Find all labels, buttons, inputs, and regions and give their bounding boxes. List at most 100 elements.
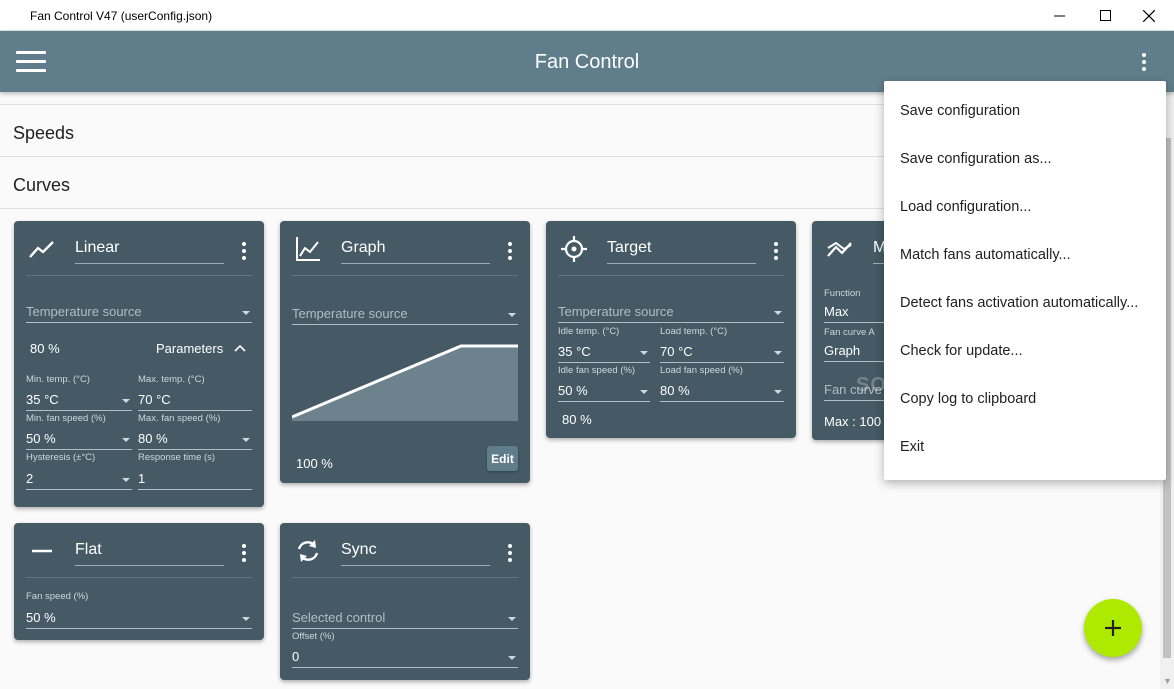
fan-curve-a-field[interactable]: Fan curve A Graph — [824, 327, 934, 362]
target-curve-card: Target Temperature source Idle temp. (°C… — [546, 221, 796, 438]
hamburger-menu-icon[interactable] — [16, 51, 46, 73]
section-divider — [0, 208, 1160, 209]
chevron-up-icon[interactable] — [234, 344, 246, 352]
function-field[interactable]: Function Max — [824, 288, 934, 323]
max-fan-speed-field[interactable]: Max. fan speed (%) 80 % — [138, 413, 252, 450]
menu-item-load-configuration[interactable]: Load configuration... — [900, 199, 1032, 215]
scroll-down-arrow-icon[interactable]: ▼ — [1163, 676, 1172, 686]
placeholder: Selected control — [292, 610, 386, 625]
close-button[interactable] — [1126, 0, 1172, 31]
selected-control-select[interactable]: Selected control — [292, 603, 518, 629]
dropdown-arrow-icon — [508, 313, 516, 317]
curve-output-value: 80 % — [562, 412, 592, 427]
scrollbar-thumb[interactable] — [1163, 138, 1171, 658]
dropdown-arrow-icon — [774, 311, 782, 315]
min-temp-field[interactable]: Min. temp. (°C) 35 °C — [26, 374, 132, 411]
add-button[interactable] — [1084, 599, 1142, 657]
hysteresis-field[interactable]: Hysteresis (±°C) 2 — [26, 452, 132, 490]
maximize-icon — [1099, 10, 1111, 21]
linear-curve-card: Linear Temperature source 80 % Parameter… — [14, 221, 264, 507]
window-title: Fan Control V47 (userConfig.json) — [30, 9, 213, 23]
menu-item-check-for-update[interactable]: Check for update... — [900, 343, 1023, 359]
temperature-source-select[interactable]: Temperature source — [292, 299, 518, 325]
temperature-source-select[interactable]: Temperature source — [558, 297, 784, 323]
field-label: Idle temp. (°C) — [558, 326, 620, 337]
minimize-button[interactable] — [1036, 0, 1082, 31]
field-value: 50 % — [558, 383, 588, 398]
overflow-menu: Save configuration Save configuration as… — [884, 81, 1166, 480]
field-label: Fan curve A — [824, 327, 875, 338]
linear-curve-icon — [29, 241, 54, 258]
card-title[interactable]: Linear — [75, 239, 224, 264]
idle-temp-field[interactable]: Idle temp. (°C) 35 °C — [558, 326, 650, 363]
maximize-button[interactable] — [1082, 0, 1128, 31]
field-label: Idle fan speed (%) — [558, 365, 636, 376]
menu-item-save-configuration-as[interactable]: Save configuration as... — [900, 151, 1052, 167]
field-label: Min. temp. (°C) — [26, 374, 90, 385]
card-title[interactable]: Flat — [75, 541, 224, 566]
menu-item-detect-fans-activation[interactable]: Detect fans activation automatically... — [900, 295, 1139, 311]
overflow-menu-icon[interactable] — [1134, 51, 1154, 73]
field-label: Max. fan speed (%) — [138, 413, 221, 424]
field-label: Offset (%) — [292, 631, 335, 642]
window-titlebar: Fan Control V47 (userConfig.json) — [0, 0, 1174, 31]
field-value: 70 °C — [660, 344, 693, 359]
menu-item-save-configuration[interactable]: Save configuration — [900, 103, 1021, 119]
card-divider — [26, 275, 252, 276]
dropdown-arrow-icon — [640, 351, 648, 355]
dropdown-arrow-icon — [640, 390, 648, 394]
parameters-toggle[interactable]: Parameters — [156, 341, 224, 356]
load-fan-speed-field[interactable]: Load fan speed (%) 80 % — [660, 365, 784, 402]
plus-icon — [1105, 620, 1121, 636]
dropdown-arrow-icon — [242, 311, 250, 315]
field-value: 80 % — [660, 383, 690, 398]
field-label: Function — [824, 288, 861, 299]
field-label: Load fan speed (%) — [660, 365, 743, 376]
field-value: 80 % — [138, 431, 168, 446]
load-temp-field[interactable]: Load temp. (°C) 70 °C — [660, 326, 784, 363]
sync-curve-card: Sync Selected control Offset (%) 0 — [280, 523, 530, 680]
card-title[interactable]: Target — [607, 239, 756, 264]
field-label: Max. temp. (°C) — [138, 374, 205, 385]
menu-item-exit[interactable]: Exit — [900, 439, 925, 455]
section-curves[interactable]: Curves — [13, 175, 71, 195]
fan-curve-b-field[interactable]: Fan curve — [824, 375, 934, 401]
app-title: Fan Control — [534, 51, 640, 73]
mix-curve-icon — [827, 242, 852, 257]
dropdown-arrow-icon — [122, 478, 130, 482]
card-divider — [292, 577, 518, 578]
card-title[interactable]: Sync — [341, 541, 490, 566]
temperature-source-select[interactable]: Temperature source — [26, 297, 252, 323]
card-menu-icon[interactable] — [242, 542, 246, 562]
section-speeds[interactable]: Speeds — [13, 123, 75, 143]
field-value: 2 — [26, 471, 34, 486]
fan-speed-field[interactable]: Fan speed (%) 50 % — [26, 591, 252, 629]
minimize-icon — [1053, 15, 1065, 17]
menu-item-copy-log[interactable]: Copy log to clipboard — [900, 391, 1037, 407]
dropdown-arrow-icon — [774, 390, 782, 394]
curve-output-value: Max : 100 — [824, 414, 882, 429]
placeholder: Temperature source — [558, 304, 674, 319]
card-menu-icon[interactable] — [242, 240, 246, 260]
curve-output-value: 100 % — [296, 456, 333, 471]
card-menu-icon[interactable] — [508, 542, 512, 562]
curve-graph[interactable] — [292, 331, 518, 421]
card-menu-icon[interactable] — [508, 240, 512, 260]
field-label: Response time (s) — [138, 452, 216, 463]
edit-button[interactable]: Edit — [487, 446, 518, 471]
min-fan-speed-field[interactable]: Min. fan speed (%) 50 % — [26, 413, 132, 450]
max-temp-field[interactable]: Max. temp. (°C) 70 °C — [138, 374, 252, 411]
field-value: 35 °C — [558, 344, 591, 359]
card-menu-icon[interactable] — [774, 240, 778, 260]
dropdown-arrow-icon — [242, 438, 250, 442]
card-divider — [26, 577, 252, 578]
field-value: Max — [824, 304, 849, 319]
card-title[interactable]: Graph — [341, 239, 490, 264]
graph-curve-icon — [296, 237, 320, 261]
menu-item-match-fans[interactable]: Match fans automatically... — [900, 247, 1071, 263]
offset-field[interactable]: Offset (%) 0 — [292, 631, 518, 668]
field-label: Load temp. (°C) — [660, 326, 728, 337]
response-time-field[interactable]: Response time (s) 1 — [138, 452, 252, 490]
idle-fan-speed-field[interactable]: Idle fan speed (%) 50 % — [558, 365, 650, 402]
dropdown-arrow-icon — [508, 656, 516, 660]
